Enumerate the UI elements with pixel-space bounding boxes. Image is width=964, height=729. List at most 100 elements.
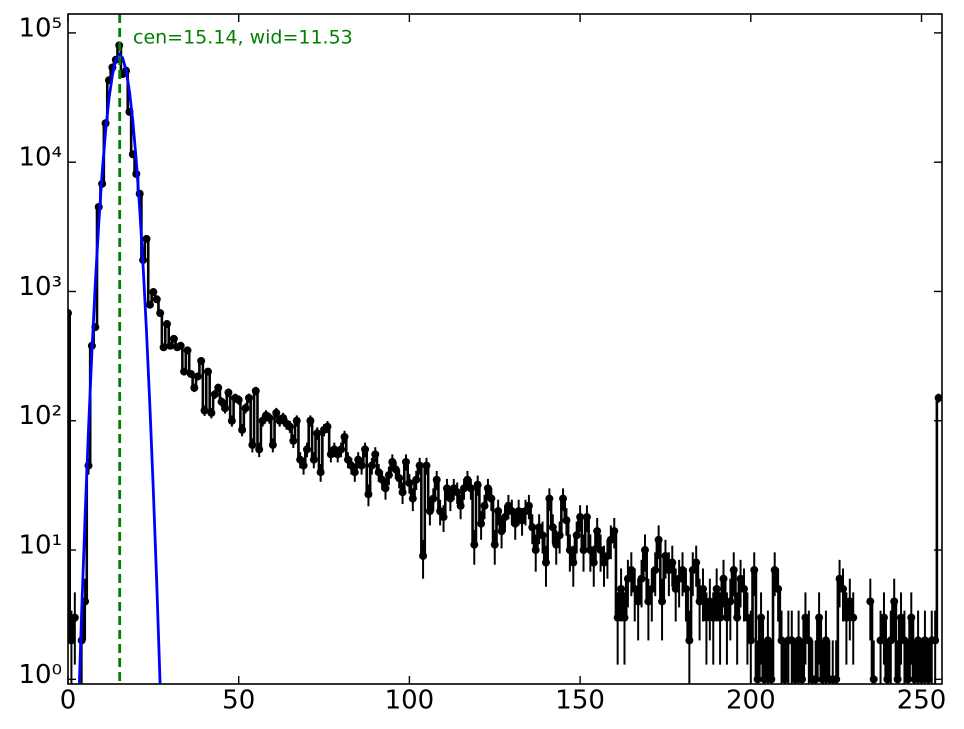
data-point [760, 675, 769, 684]
data-point [221, 404, 230, 413]
data-point [323, 422, 332, 431]
data-point [306, 416, 315, 425]
data-point [832, 675, 841, 684]
data-point [617, 584, 626, 593]
data-point [367, 461, 376, 470]
data-point [702, 613, 711, 622]
data-point [705, 597, 714, 606]
data-point [350, 468, 359, 477]
data-point [272, 408, 281, 417]
data-point [68, 636, 76, 645]
data-point [736, 574, 745, 583]
data-point [381, 484, 390, 493]
data-point [210, 390, 219, 399]
data-point [446, 494, 455, 503]
data-point [180, 367, 189, 376]
data-point [757, 613, 766, 622]
data-point [750, 566, 759, 575]
data-point [644, 597, 653, 606]
data-point [610, 527, 619, 536]
data-point [214, 383, 223, 392]
data-point [719, 574, 728, 583]
data-point [265, 414, 274, 423]
data-point [688, 566, 697, 575]
data-point [709, 613, 718, 622]
data-point [572, 531, 581, 540]
data-point [931, 636, 940, 645]
data-point [565, 546, 574, 555]
data-point [149, 288, 158, 297]
data-point [507, 507, 516, 516]
data-point [692, 558, 701, 567]
data-point [552, 540, 561, 549]
data-point [166, 341, 175, 350]
data-point [378, 475, 387, 484]
data-point [651, 566, 660, 575]
data-point [361, 445, 370, 454]
data-point [866, 597, 875, 606]
data-point [405, 478, 414, 487]
data-point [268, 440, 277, 449]
data-point [514, 507, 523, 516]
data-point [770, 566, 779, 575]
data-point [753, 675, 762, 684]
data-point [893, 675, 902, 684]
data-point [722, 613, 731, 622]
data-point [593, 527, 602, 536]
data-point [576, 513, 585, 522]
data-point [200, 406, 209, 415]
data-point [439, 513, 448, 522]
data-point [562, 516, 571, 525]
data-point [490, 540, 499, 549]
data-point [432, 475, 441, 484]
data-point [234, 395, 243, 404]
data-point [603, 551, 612, 560]
data-point [716, 613, 725, 622]
data-point [456, 501, 465, 510]
data-point [453, 488, 462, 497]
data-point [811, 675, 820, 684]
data-point [774, 584, 783, 593]
data-point [302, 445, 311, 454]
data-point [569, 558, 578, 567]
data-point [675, 574, 684, 583]
data-point [480, 501, 489, 510]
data-point [442, 484, 451, 493]
x-tick-label: 50 [222, 686, 255, 716]
data-point [152, 295, 161, 304]
data-point [371, 450, 380, 459]
data-point [470, 540, 479, 549]
data-point [548, 523, 557, 532]
data-point [374, 468, 383, 477]
data-point [436, 507, 445, 516]
data-point [678, 566, 687, 575]
data-point [354, 455, 363, 464]
data-point [244, 393, 253, 402]
y-tick-label: 10³ [18, 272, 62, 302]
data-point [541, 558, 550, 567]
data-point [538, 531, 547, 540]
data-point [596, 546, 605, 555]
data-point [924, 675, 933, 684]
y-tick-label: 10² [18, 401, 62, 431]
data-point [292, 416, 301, 425]
data-point [197, 356, 206, 365]
data-point [296, 455, 305, 464]
data-point [429, 494, 438, 503]
data-point [238, 425, 247, 434]
data-point [821, 636, 830, 645]
data-point [838, 584, 847, 593]
axes-frame [67, 13, 943, 685]
data-point [285, 422, 294, 431]
data-point [637, 574, 646, 583]
data-point [883, 675, 892, 684]
data-point [518, 516, 527, 525]
data-point [70, 613, 79, 622]
data-point [787, 636, 796, 645]
data-point [627, 566, 636, 575]
data-point [142, 234, 151, 243]
data-point [835, 574, 844, 583]
y-tick-label: 10⁴ [18, 143, 62, 173]
data-point [681, 584, 690, 593]
